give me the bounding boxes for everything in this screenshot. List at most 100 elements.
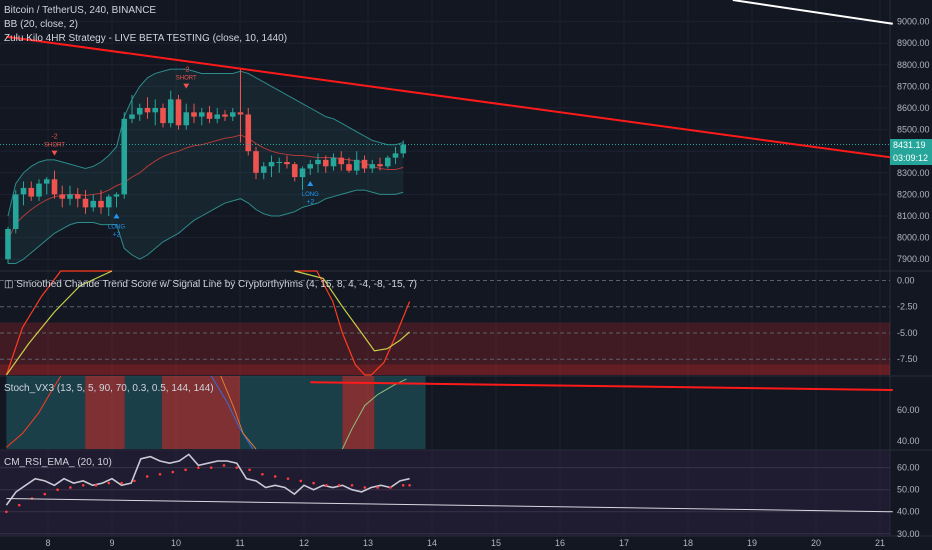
candle-bullish [5, 228, 11, 260]
rsi-ema-dot [350, 483, 354, 487]
time-axis-tick: 15 [491, 538, 501, 548]
rsi-ema-dot [94, 483, 98, 487]
candle-bearish [222, 114, 228, 117]
time-axis-tick: 11 [235, 538, 244, 548]
candle-bullish [353, 159, 360, 171]
stoch-region [124, 376, 162, 449]
candle-bearish [51, 179, 58, 195]
chande-axis-tick: -7.50 [897, 354, 918, 364]
price-axis-tick: 8700.00 [897, 81, 930, 91]
candle-bullish [113, 194, 120, 197]
stoch-series-line [210, 375, 254, 450]
rsi-trendline [6, 498, 893, 513]
time-axis-tick: 17 [619, 538, 629, 548]
rsi-ema-dot [235, 466, 239, 469]
price-axis-tick: 8100.00 [897, 211, 930, 221]
candle-bullish [36, 183, 42, 197]
short-arrow-icon [51, 150, 58, 156]
rsi-ema-dot [120, 481, 123, 485]
time-axis-tick: 16 [555, 538, 565, 548]
price-axis-tick: 8500.00 [897, 125, 930, 135]
candle-bullish [369, 164, 376, 169]
candle-bearish [206, 112, 213, 119]
signal-qty: -2 [51, 134, 57, 141]
candle-bullish [167, 99, 174, 124]
short-arrow-icon [183, 83, 190, 89]
candle-bullish [214, 114, 221, 119]
stoch-region [6, 376, 86, 449]
chande-series-line [5, 270, 113, 376]
rsi-ema-dot [376, 486, 379, 489]
strategy-indicator-label[interactable]: Zulu Kilo 4HR Strategy - LIVE BETA TESTI… [4, 33, 288, 44]
candle-bearish [98, 200, 104, 208]
stoch-indicator-label[interactable]: Stoch_VX3 (13, 5, 5, 90, 70, 0.3, 0.5, 1… [4, 383, 214, 394]
candle-bullish [152, 108, 159, 113]
stoch-region [85, 376, 125, 449]
stoch-series-line [310, 381, 893, 391]
candle-bullish [400, 144, 407, 154]
rsi-ema-dot [261, 472, 264, 476]
rsi-ema-dot [299, 479, 303, 483]
rsi-ema-dot [69, 486, 72, 489]
time-axis-tick: 21 [875, 538, 885, 548]
rsi-ema-dot [81, 483, 85, 487]
rsi-ema-dot [133, 479, 136, 483]
rsi-axis-tick: 50.00 [897, 485, 920, 495]
candle-bullish [392, 153, 399, 158]
stoch-region [161, 376, 240, 449]
time-axis-tick: 9 [109, 538, 114, 548]
candle-bearish [82, 198, 89, 208]
rsi-ema-dot [43, 492, 47, 496]
time-axis-tick: 18 [683, 538, 693, 548]
rsi-indicator-label[interactable]: CM_RSI_EMA_ (20, 10) [4, 457, 112, 468]
stoch-series-line [6, 375, 62, 448]
candle-bullish [384, 157, 391, 167]
candle-bullish [12, 194, 19, 229]
candle-bearish [28, 187, 35, 197]
time-axis-tick: 14 [427, 538, 437, 548]
long-arrow-icon [307, 180, 314, 186]
candle-bearish [291, 164, 298, 178]
rsi-ema-dot [107, 481, 111, 485]
price-axis-tick: 9000.00 [897, 17, 930, 27]
chande-series-line [294, 270, 411, 376]
time-axis-tick: 8 [45, 538, 50, 548]
candle-bearish [284, 162, 290, 165]
chande-series-line [294, 270, 410, 352]
rsi-ema-dot [17, 503, 21, 507]
candle-bullish [229, 112, 236, 117]
candle-bearish [59, 194, 66, 199]
candle-bullish [268, 162, 275, 167]
rsi-background [0, 450, 890, 536]
time-axis-tick: 20 [811, 538, 821, 548]
candle-bearish [253, 151, 259, 173]
rsi-ema-dot [273, 475, 277, 478]
rsi-ema-dot [337, 483, 341, 487]
signal-qty: -2 [183, 67, 189, 74]
stoch-axis-tick: 40.00 [897, 436, 920, 446]
symbol-title[interactable]: Bitcoin / TetherUS, 240, BINANCE [4, 5, 157, 16]
rsi-ema-dot [401, 483, 405, 487]
signal-qty: +2 [306, 199, 314, 206]
chande-extreme-zone [0, 364, 890, 375]
signal-label: SHORT [176, 76, 197, 82]
time-axis-tick: 12 [299, 538, 309, 548]
price-axis-tick: 7900.00 [897, 254, 930, 264]
rsi-ema-dot [184, 468, 187, 472]
candle-bullish [315, 159, 321, 165]
candle-bullish [129, 114, 135, 119]
candle-bearish [361, 159, 368, 169]
candle-bullish [260, 166, 267, 173]
rsi-axis-tick: 30.00 [897, 529, 920, 539]
price-axis-tick: 8800.00 [897, 60, 930, 70]
candle-bullish [90, 200, 97, 208]
rsi-ema-dot [145, 475, 149, 478]
candle-bullish [43, 179, 50, 184]
chande-indicator-label[interactable]: ◫ Smoothed Chande Trend Score w/ Signal … [4, 279, 417, 290]
signal-label: LONG [302, 192, 319, 198]
time-axis-tick: 13 [363, 538, 373, 548]
bb-indicator-label[interactable]: BB (20, close, 2) [4, 19, 78, 30]
last-price-tag: 8431.19 [890, 139, 932, 152]
price-axis-tick: 8900.00 [897, 38, 930, 48]
